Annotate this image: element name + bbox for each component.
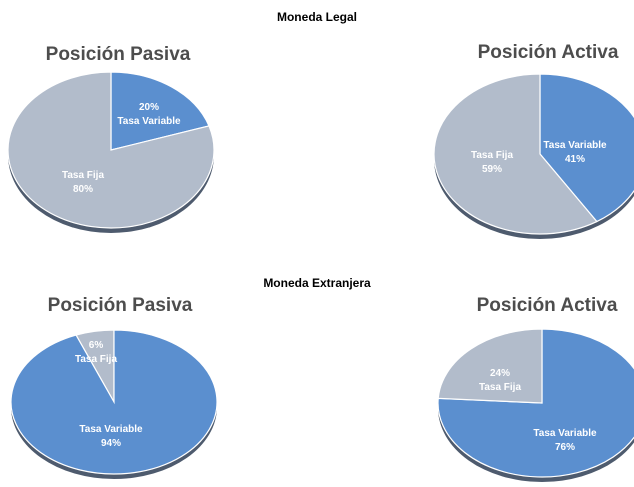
slice-value-legal-pasiva-tasa-variable: 20% bbox=[139, 102, 159, 113]
slice-value-extranjera-activa-tasa-fija: 24% bbox=[490, 368, 510, 379]
slice-label-legal-activa-tasa-fija: Tasa Fija bbox=[471, 150, 513, 161]
slice-value-legal-pasiva-tasa-fija: 80% bbox=[73, 184, 93, 195]
section-title-moneda-extranjera: Moneda Extranjera bbox=[263, 276, 371, 290]
pie-slice-legal-pasiva-tasa-variable bbox=[110, 71, 210, 151]
pie-outline-legal-activa bbox=[433, 73, 634, 235]
pie-slice-extranjera-pasiva-tasa-variable bbox=[10, 329, 218, 475]
slice-value-legal-activa-tasa-fija: 59% bbox=[482, 164, 502, 175]
pie-slice-extranjera-activa-tasa-fija bbox=[437, 328, 543, 404]
pie-outline-legal-pasiva bbox=[7, 71, 215, 229]
slice-value-extranjera-pasiva-tasa-variable: 94% bbox=[101, 438, 121, 449]
section-title-moneda-legal: Moneda Legal bbox=[276, 10, 357, 24]
slice-label-extranjera-pasiva-tasa-variable: Tasa Variable bbox=[79, 424, 143, 435]
chart-title-extranjera-activa: Posición Activa bbox=[476, 295, 618, 316]
chart-title-extranjera-pasiva: Posición Pasiva bbox=[47, 295, 193, 316]
slice-value-legal-activa-tasa-variable: 41% bbox=[565, 154, 585, 165]
slice-label-legal-activa-tasa-variable: Tasa Variable bbox=[543, 140, 607, 151]
slice-value-extranjera-pasiva-tasa-fija: 6% bbox=[89, 340, 104, 351]
slice-label-legal-pasiva-tasa-fija: Tasa Fija bbox=[62, 170, 104, 181]
slice-label-extranjera-activa-tasa-fija: Tasa Fija bbox=[479, 382, 521, 393]
slice-label-extranjera-pasiva-tasa-fija: Tasa Fija bbox=[75, 354, 117, 365]
pie-slice-legal-pasiva-tasa-fija bbox=[7, 71, 215, 229]
slice-label-legal-pasiva-tasa-variable: Tasa Variable bbox=[117, 116, 181, 127]
chart-title-legal-pasiva: Posición Pasiva bbox=[45, 44, 191, 65]
pie-slice-legal-activa-tasa-variable bbox=[539, 73, 634, 223]
pie-outline-extranjera-activa bbox=[437, 328, 634, 478]
chart-title-legal-activa: Posición Activa bbox=[477, 42, 619, 63]
pie-outline-extranjera-pasiva bbox=[10, 329, 218, 475]
pie-slice-legal-activa-tasa-fija bbox=[433, 73, 598, 235]
slice-value-extranjera-activa-tasa-variable: 76% bbox=[555, 442, 575, 453]
slice-label-extranjera-activa-tasa-variable: Tasa Variable bbox=[533, 428, 597, 439]
